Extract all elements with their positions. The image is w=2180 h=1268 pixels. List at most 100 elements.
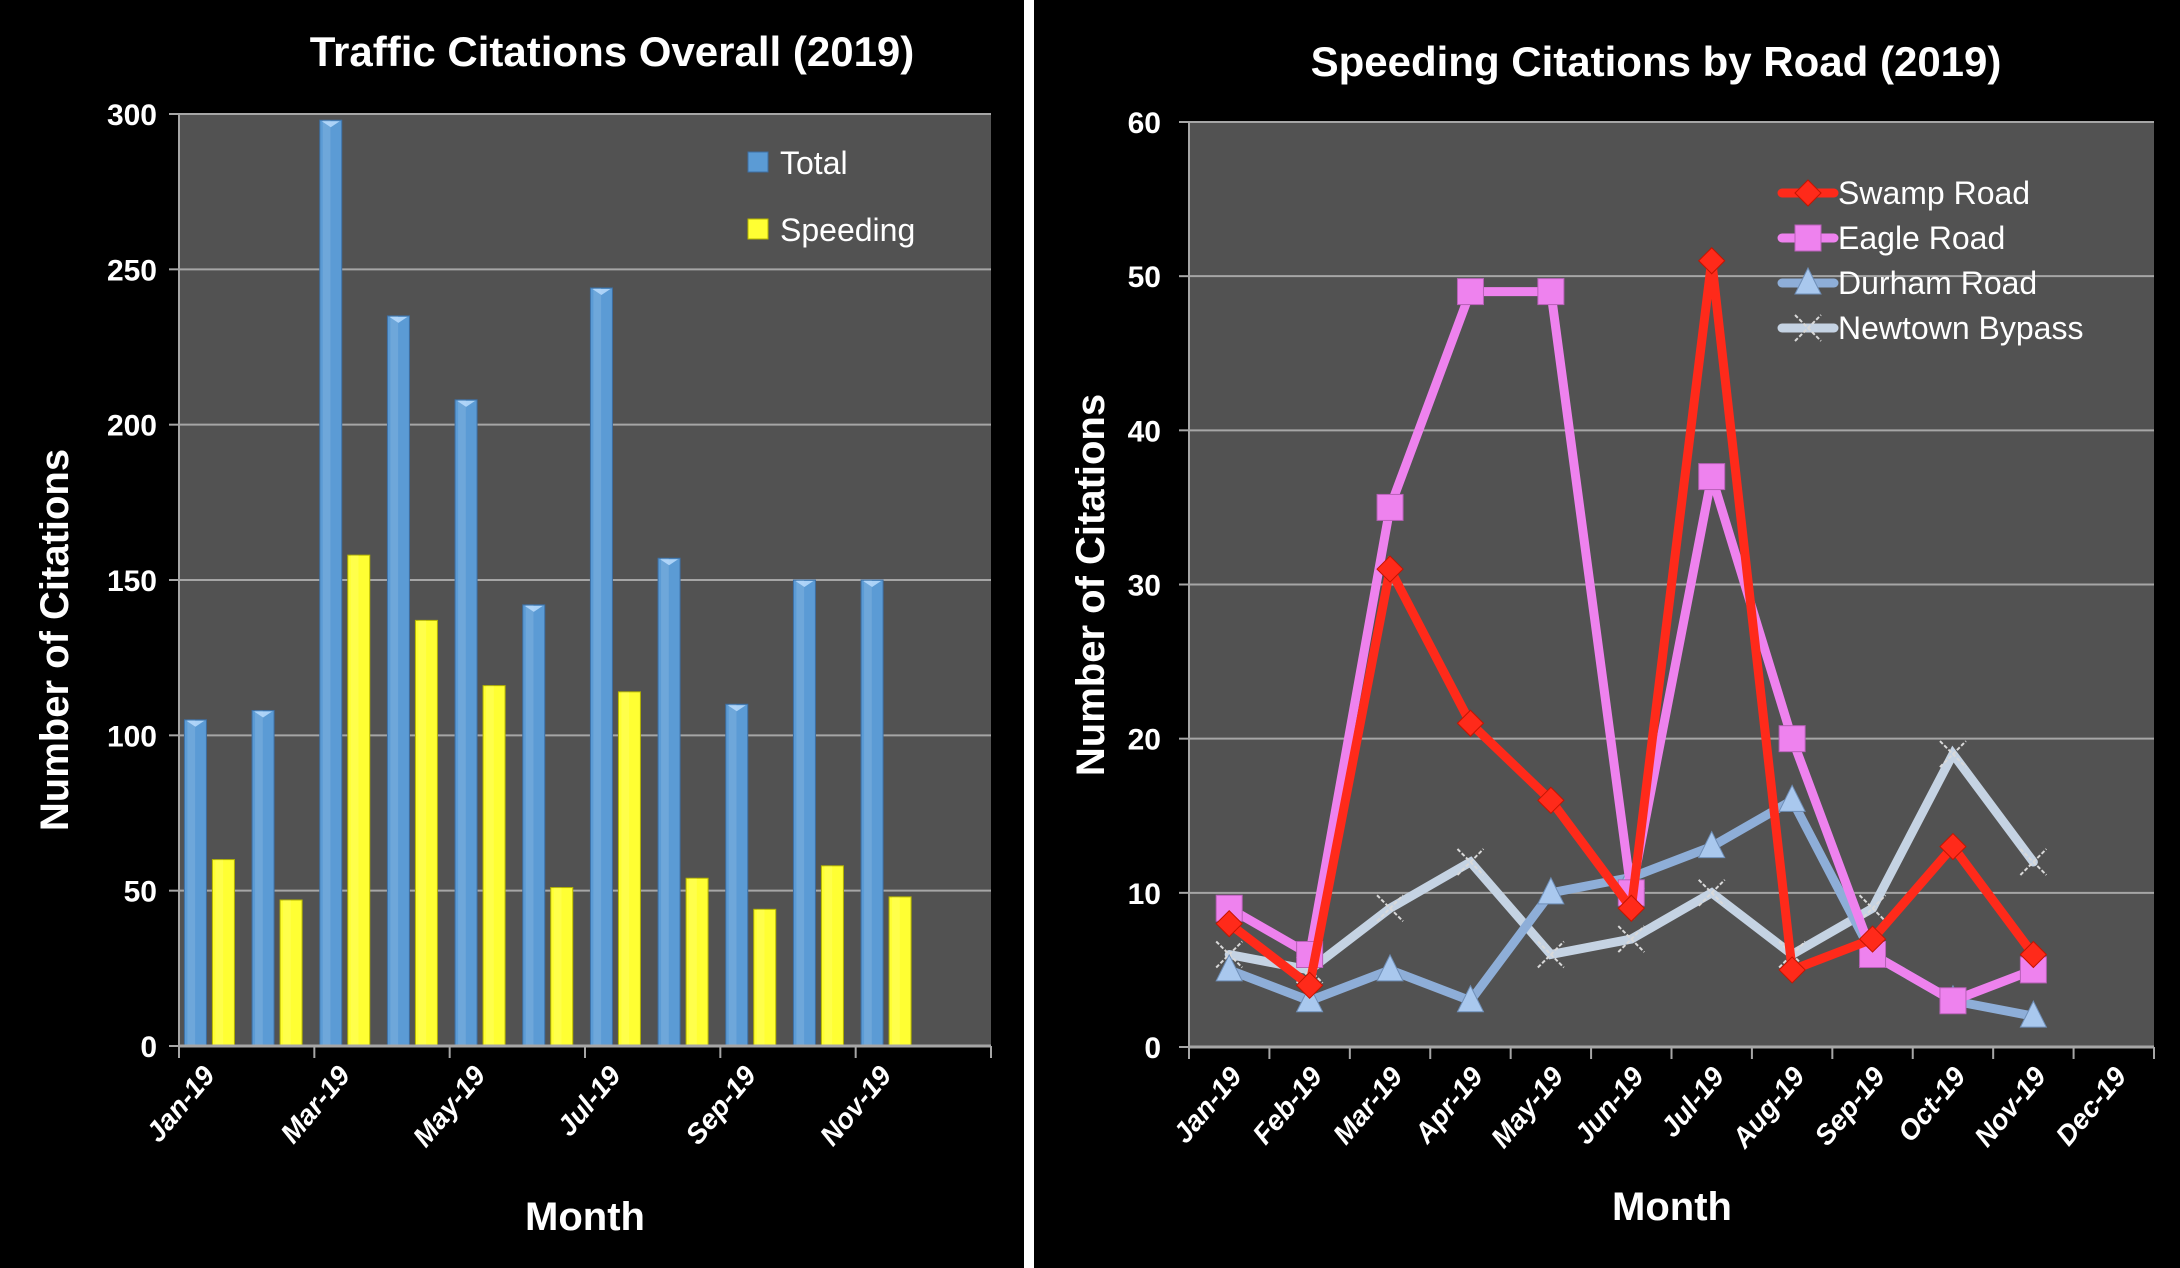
bar-highlight <box>322 120 331 1047</box>
y-tick-label: 50 <box>124 876 157 909</box>
bar-speeding-jan-19 <box>211 859 235 1047</box>
right-legend: Swamp Road Eagle Road Durham Road Newtown B… <box>1777 175 2083 346</box>
point-eagle-road-jul-19 <box>1698 463 1726 491</box>
bar-bevel <box>321 121 340 128</box>
bar-highlight <box>892 896 900 1046</box>
point-newtown-bypass-apr-19 <box>1456 848 1485 876</box>
point-eagle-road-oct-19 <box>1939 987 1967 1015</box>
point-durham-road-mar-19 <box>1376 953 1404 982</box>
right-y-tick-labels: 0 10 20 30 40 50 60 <box>1128 107 1189 1065</box>
legend-item-eagle-road: Eagle Road <box>1777 220 2005 256</box>
point-newtown-bypass-oct-19 <box>1939 740 1967 768</box>
bar-bevel <box>795 581 814 587</box>
y-tick-label: 250 <box>107 254 157 287</box>
legend-label: Eagle Road <box>1838 220 2005 256</box>
left-gridlines <box>179 113 991 892</box>
bar-total-jul-19 <box>589 287 613 1047</box>
point-newtown-bypass-mar-19 <box>1376 894 1404 922</box>
bar-speeding-jul-19 <box>617 691 641 1047</box>
legend-label: Swamp Road <box>1838 175 2030 211</box>
left-x-axis-title: Month <box>525 1195 645 1239</box>
point-swamp-road-jan-19 <box>1215 909 1243 938</box>
left-chart-title: Traffic Citations Overall (2019) <box>310 28 915 75</box>
left-y-tick-labels: 0 50 100 150 200 250 300 <box>107 99 179 1064</box>
bar-total-may-19 <box>454 399 478 1047</box>
bar-highlight <box>486 685 494 1046</box>
point-eagle-road-mar-19 <box>1376 493 1404 521</box>
bar-highlight <box>553 887 562 1046</box>
x-stroke <box>1456 848 1485 876</box>
right-chart-title: Speeding Citations by Road (2019) <box>1311 38 2002 85</box>
point-newtown-bypass-jul-19 <box>1698 879 1726 907</box>
bar-highlight <box>796 580 805 1046</box>
bar-highlight <box>458 399 466 1046</box>
bar-bevel <box>186 720 205 727</box>
point-newtown-bypass-nov-19 <box>2019 848 2048 876</box>
y-tick-label: 30 <box>1128 570 1161 603</box>
legend-label-total: Total <box>780 145 848 181</box>
bar-total-feb-19 <box>251 709 275 1047</box>
right-series-lines <box>1215 247 2048 1028</box>
bar-bevel <box>524 605 543 612</box>
bar-speeding-may-19 <box>482 685 506 1047</box>
y-tick-label: 200 <box>107 410 157 443</box>
bar-highlight <box>756 909 765 1046</box>
x-stroke <box>1376 894 1404 922</box>
left-legend: Total Speeding <box>747 145 915 248</box>
legend-item-newtown-bypass: Newtown Bypass <box>1777 310 2083 346</box>
bar-speeding-nov-19 <box>888 896 912 1047</box>
point-durham-road-apr-19 <box>1456 984 1485 1013</box>
point-newtown-bypass-may-19 <box>1537 940 1565 969</box>
bar-speeding-sep-19 <box>753 908 777 1047</box>
bar-highlight <box>661 558 669 1046</box>
bar-highlight <box>418 620 427 1046</box>
point-durham-road-nov-19 <box>2019 1000 2048 1028</box>
point-durham-road-may-19 <box>1537 876 1565 905</box>
legend-label: Durham Road <box>1838 265 2037 301</box>
point-swamp-road-nov-19 <box>2019 940 2048 969</box>
panel-divider <box>1024 0 1034 1268</box>
x-stroke <box>1617 925 1645 953</box>
bar-total-nov-19 <box>860 579 884 1047</box>
legend-label: Newtown Bypass <box>1838 310 2083 346</box>
legend-swatch-total <box>747 151 769 173</box>
legend-item-swamp-road: Swamp Road <box>1777 175 2030 211</box>
bar-total-apr-19 <box>386 315 410 1047</box>
point-newtown-bypass-sep-19 <box>1858 894 1887 922</box>
legend-item-durham-road: Durham Road <box>1777 265 2037 301</box>
bar-total-oct-19 <box>792 579 816 1047</box>
y-tick-label: 0 <box>1144 1032 1161 1065</box>
legend-swatch-speeding <box>747 218 769 240</box>
right-y-axis-title: Number of Citations <box>1069 394 1113 776</box>
bar-highlight <box>283 899 291 1046</box>
bar-bevel <box>660 559 679 566</box>
y-tick-label: 100 <box>107 720 157 753</box>
legend-marker <box>1794 224 1822 252</box>
legend-marker <box>1794 314 1822 342</box>
bar-total-mar-19 <box>319 119 343 1047</box>
bar-bevel <box>457 400 476 407</box>
right-x-axis-title: Month <box>1612 1185 1732 1229</box>
point-durham-road-jul-19 <box>1697 830 1726 859</box>
point-newtown-bypass-jun-19 <box>1617 925 1645 953</box>
y-tick-label: 50 <box>1128 261 1161 294</box>
bar-speeding-jun-19 <box>550 887 574 1047</box>
point-swamp-road-oct-19 <box>1939 832 1967 861</box>
y-tick-label: 40 <box>1128 415 1161 448</box>
bar-highlight <box>593 287 602 1046</box>
point-durham-road-jan-19 <box>1215 953 1244 982</box>
point-swamp-road-jun-19 <box>1617 894 1645 922</box>
bar-total-aug-19 <box>657 557 681 1047</box>
left-bars <box>183 119 912 1047</box>
y-tick-label: 20 <box>1128 724 1161 757</box>
legend-marker <box>1794 179 1822 207</box>
x-stroke <box>2019 848 2048 876</box>
bar-total-jan-19 <box>183 719 207 1047</box>
bar-speeding-feb-19 <box>279 899 303 1047</box>
bar-highlight <box>728 704 737 1046</box>
bar-bevel <box>727 705 746 712</box>
bar-speeding-mar-19 <box>347 554 371 1047</box>
bar-highlight <box>255 710 263 1046</box>
x-stroke <box>1698 879 1726 907</box>
